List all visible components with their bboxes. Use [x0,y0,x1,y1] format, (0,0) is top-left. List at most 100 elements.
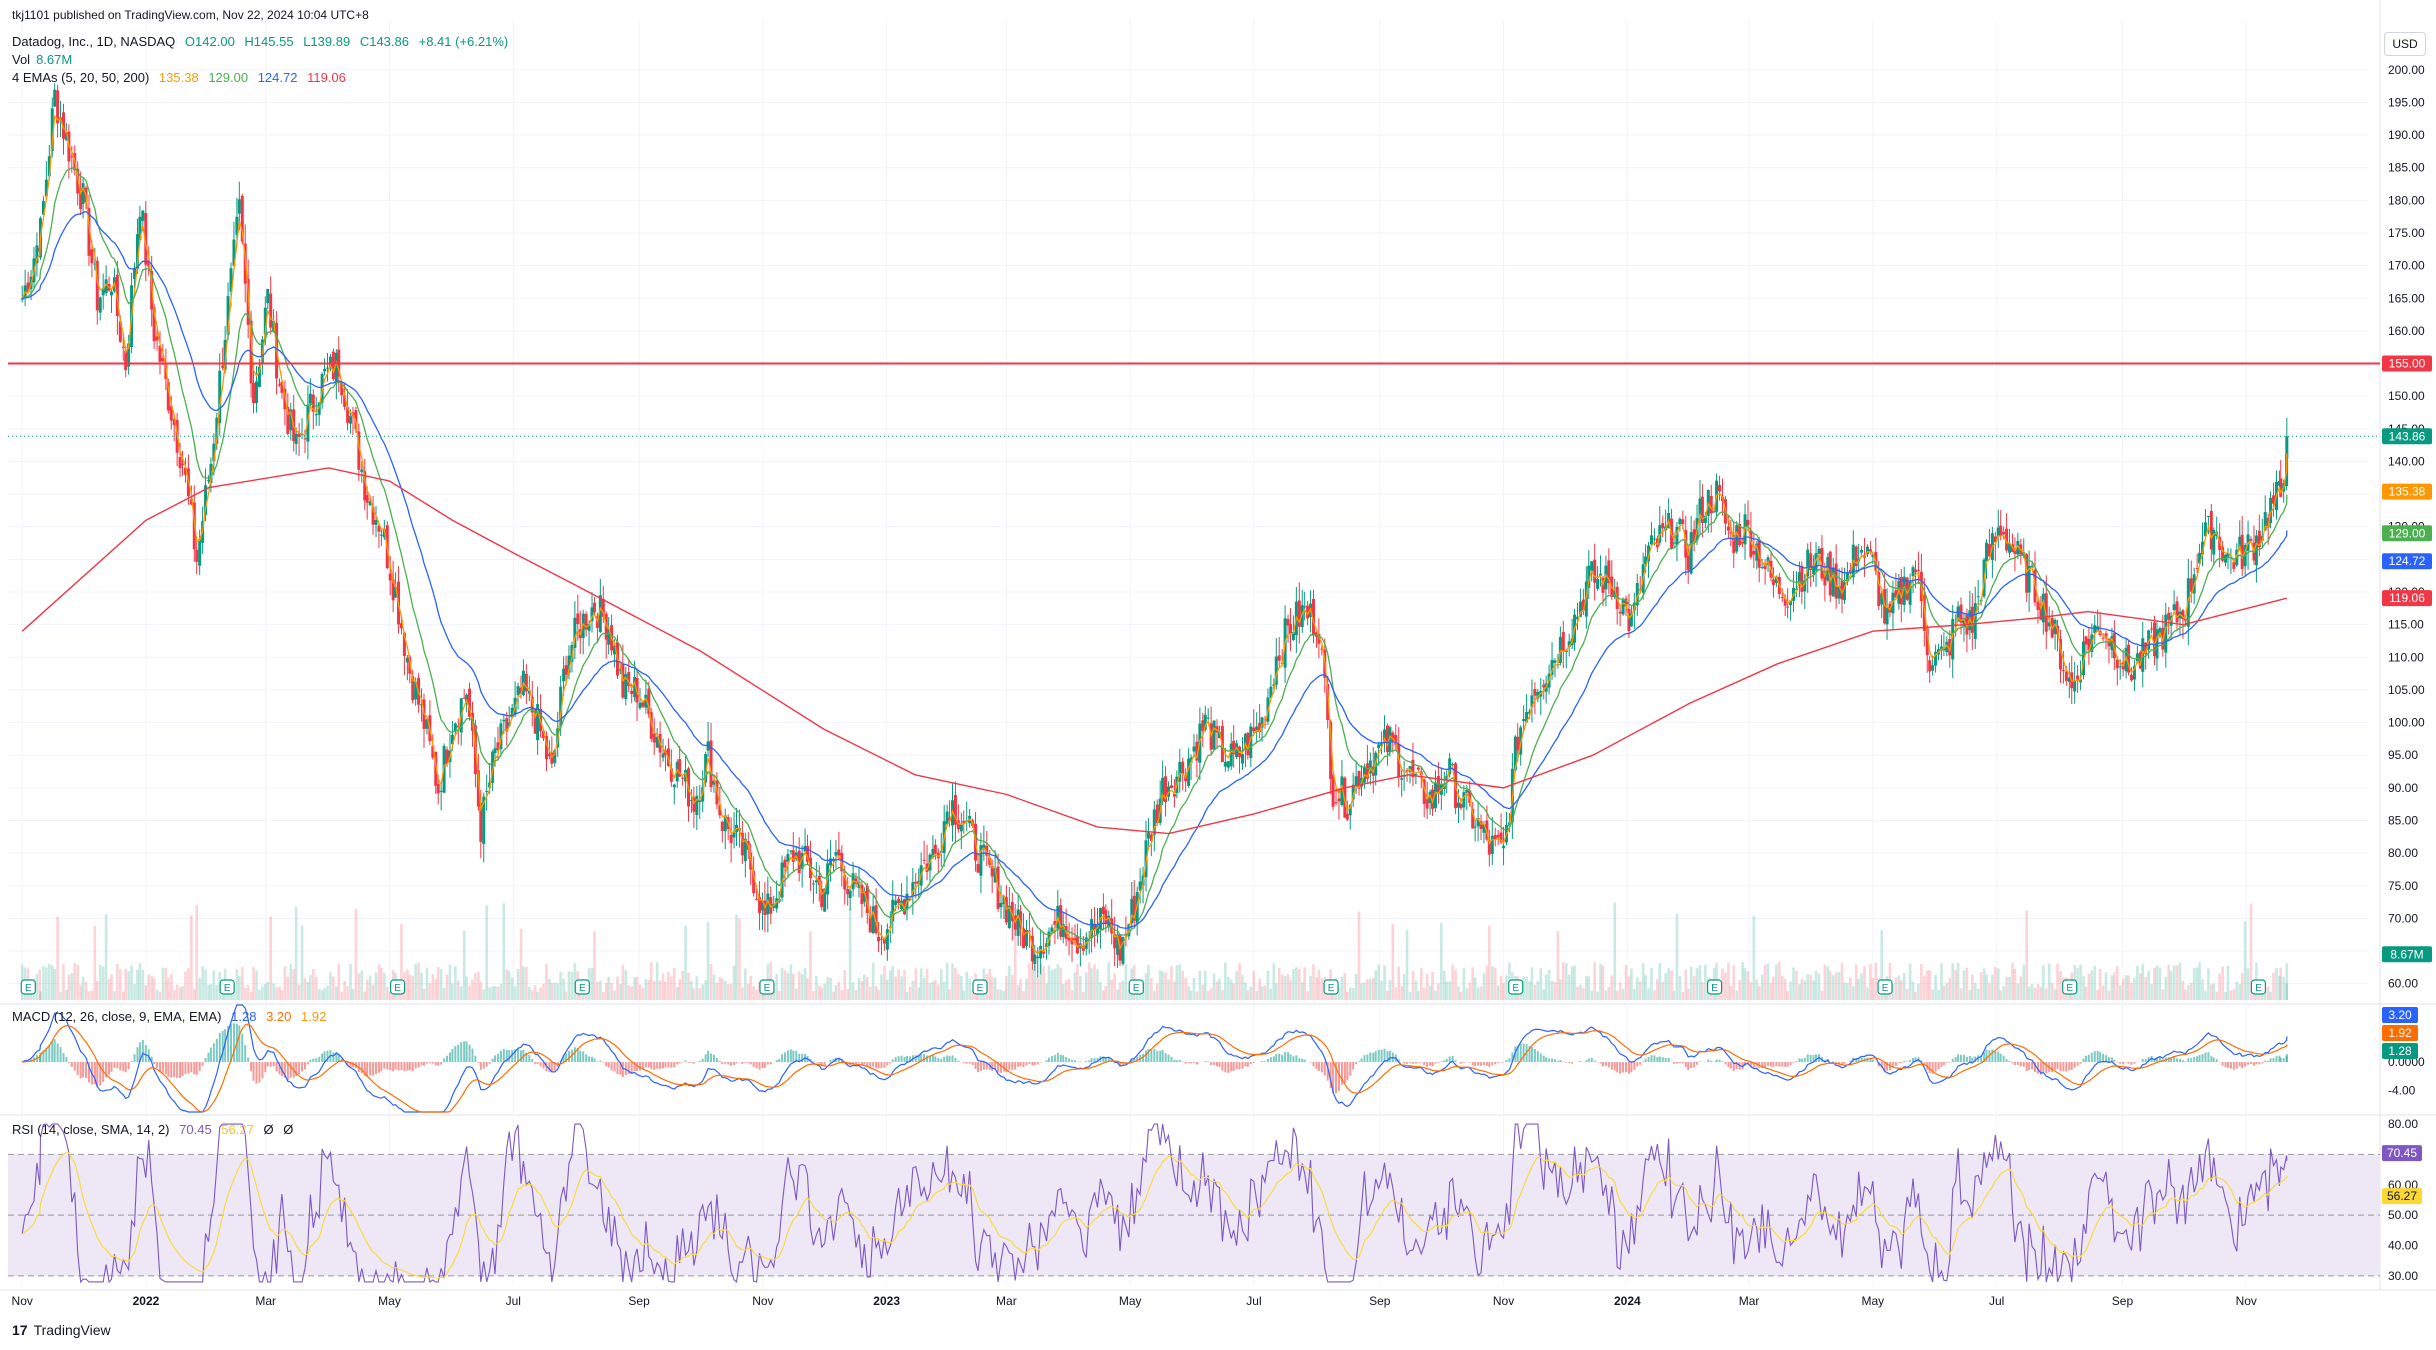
candle-body [547,753,551,757]
volume-bar [1488,925,1491,1000]
volume-bar [1124,963,1128,1000]
macd-histogram-bar [664,1062,667,1068]
volume-bar [1022,991,1025,1000]
volume-bar [380,967,383,1000]
candle-body [1550,659,1554,675]
macd-histogram-bar [491,1058,494,1063]
volume-bar [2002,986,2005,1000]
volume-bar [192,988,196,1000]
macd-label-box [2382,1007,2418,1023]
volume-bar [456,980,460,1000]
macd-histogram-bar [1545,1057,1548,1063]
macd-histogram-bar [278,1062,281,1075]
candle-body [1934,651,1938,666]
macd-histogram-bar [1775,1062,1778,1066]
rsi-header[interactable]: RSI (14, close, SMA, 14, 2) 70.45 56.27 … [12,1122,294,1137]
volume-bar [922,978,926,1000]
macd-histogram-bar [1332,1062,1335,1094]
macd-histogram-bar [2170,1057,2173,1063]
volume-bar [1417,991,1420,1000]
candle-body [1172,793,1176,797]
macd-histogram-bar [588,1056,591,1063]
volume-bar [1766,963,1770,1000]
volume-bar [596,982,599,1000]
volume-line[interactable]: Vol 8.67M [12,52,73,67]
volume-bar [113,991,116,1000]
macd-header[interactable]: MACD (12, 26, close, 9, EMA, EMA) 1.28 3… [12,1009,327,1024]
macd-histogram-bar [161,1062,164,1073]
macd-histogram-bar [1050,1055,1053,1063]
macd-histogram-bar [1167,1054,1170,1063]
candle-body [499,723,503,750]
macd-histogram-bar [2158,1057,2161,1063]
macd-histogram-bar [2016,1062,2019,1065]
volume-bar [2229,990,2233,1000]
price-tick-label: 195.00 [2388,95,2425,109]
candle-body [1487,840,1491,855]
macd-histogram-bar [1636,1062,1639,1067]
candle-body [408,656,412,674]
volume-bar [658,980,662,1000]
volume-bar [1107,962,1111,1000]
ema-line[interactable]: 4 EMAs (5, 20, 50, 200) 135.38 129.00 12… [12,70,346,85]
candle-body [536,704,540,741]
candle-body [1627,608,1631,632]
candle-body [1217,731,1221,739]
candle-body [47,156,51,177]
volume-bar [50,965,54,1000]
volume-bar [1425,974,1429,1000]
macd-histogram-bar [306,1062,309,1065]
currency-button[interactable]: USD [2384,32,2426,56]
earnings-marker-label: E [1882,983,1889,994]
volume-bar [1127,989,1131,1000]
candle-body [1913,569,1917,573]
candle-body [519,687,523,694]
candle-body [1576,616,1580,620]
candle-body [607,629,611,645]
candle-body [652,733,656,743]
macd-histogram-bar [1647,1056,1650,1063]
macd-histogram-bar [763,1062,766,1068]
volume-bar [1795,970,1798,1000]
macd-histogram-bar [1107,1058,1110,1063]
volume-bar [1249,986,1253,1000]
volume-bar [1079,976,1082,1000]
volume-bar [1644,975,1647,1000]
candle-body [925,863,929,872]
price-tick-label: 70.00 [2388,911,2418,925]
candle-body [223,339,227,370]
macd-histogram-bar [108,1062,111,1075]
volume-bar [692,988,696,1000]
candle-body [1002,896,1006,904]
macd-histogram-bar [1832,1061,1835,1063]
volume-bar [2150,984,2153,1000]
volume-bar [1292,968,1295,1000]
candle-body [1522,719,1526,721]
candle-body [283,388,287,410]
macd-histogram-bar [1604,1062,1607,1066]
macd-histogram-bar [678,1062,681,1064]
macd-histogram-bar [1269,1057,1272,1063]
candle-body [212,443,216,462]
candle-body [1203,714,1207,730]
volume-bar [2181,980,2185,1000]
candle-body [2005,528,2009,551]
macd-histogram-bar [2269,1058,2272,1063]
volume-bar [323,988,326,1000]
candle-body [1345,813,1349,820]
tradingview-footer[interactable]: 17 TradingView [12,1322,111,1338]
macd-histogram-bar [176,1062,179,1078]
macd-histogram-bar [1372,1052,1375,1063]
volume-bar [158,991,162,1000]
macd-histogram-bar [1732,1062,1735,1071]
volume-bar [465,976,468,1000]
candle-body [391,579,395,601]
candle-body [1121,937,1125,964]
candle-body [704,754,708,783]
volume-bar [187,967,190,1000]
candle-body [297,433,301,437]
macd-histogram-bar [2252,1062,2255,1066]
volume-bar [2136,965,2139,1000]
ohlc-open: O142.00 [184,34,235,49]
